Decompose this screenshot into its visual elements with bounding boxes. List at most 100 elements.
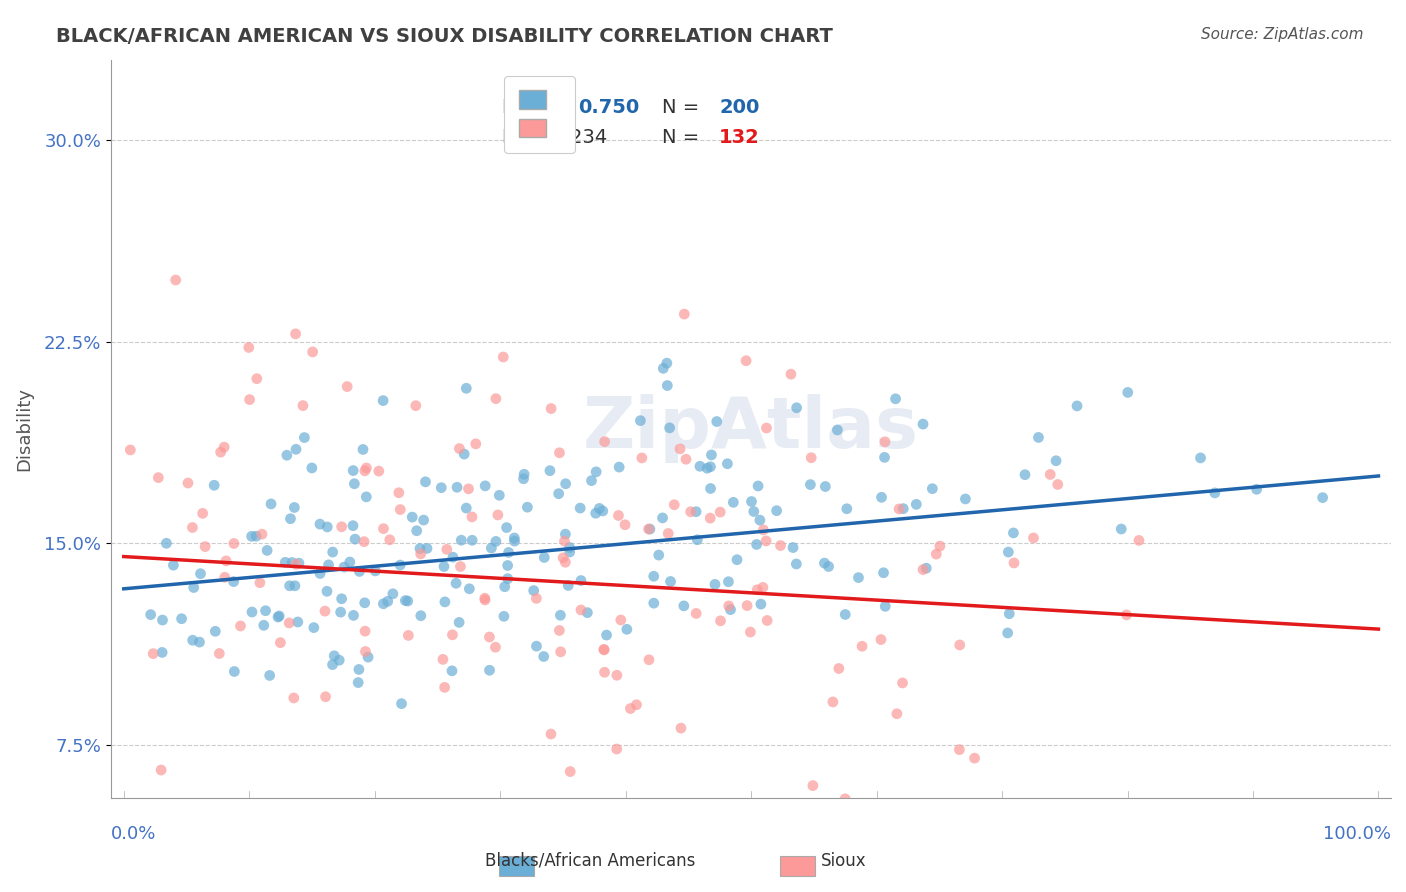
Point [716,457,738,471]
Point [699,482,721,496]
Point [246,372,269,386]
Point [998,607,1021,621]
Point [245,529,267,543]
Point [269,635,291,649]
Point [280,512,302,526]
Point [229,619,252,633]
Point [150,763,173,777]
Point [352,442,374,457]
Point [752,523,775,537]
Point [875,599,897,614]
Point [494,580,516,594]
Point [456,381,478,395]
Point [576,606,599,620]
Point [581,474,603,488]
Point [344,532,367,546]
Point [834,792,856,806]
Point [595,628,617,642]
Point [405,524,427,538]
Point [664,498,686,512]
Point [851,640,873,654]
Point [607,460,630,475]
Point [329,605,352,619]
Point [322,545,344,559]
Point [813,556,835,570]
Point [828,661,851,675]
Point [821,695,844,709]
Point [342,518,364,533]
Point [848,571,870,585]
Point [873,450,896,465]
Point [249,575,271,590]
Text: 132: 132 [718,128,759,146]
Point [224,665,246,679]
Point [747,582,769,597]
Point [449,442,471,456]
Point [905,497,928,511]
Point [183,581,205,595]
Point [281,556,304,570]
Point [752,581,775,595]
Point [626,698,648,712]
Point [322,657,344,672]
Point [401,510,423,524]
Point [342,464,364,478]
Point [1116,385,1139,400]
Point [800,450,823,465]
Point [551,550,574,565]
Text: ZipAtlas: ZipAtlas [583,394,920,464]
Point [655,356,678,370]
Point [700,448,723,462]
Point [449,615,471,630]
Point [547,486,569,500]
Point [891,676,914,690]
Point [396,628,419,642]
Point [679,505,702,519]
Point [557,578,579,592]
Point [717,599,740,613]
Point [318,558,340,572]
Point [353,596,375,610]
Point [485,392,508,406]
Point [412,513,434,527]
Point [328,653,350,667]
Point [619,701,641,715]
Point [614,517,637,532]
Point [558,545,581,559]
Point [474,479,496,493]
Point [799,477,821,491]
Point [371,393,394,408]
Point [165,273,187,287]
Point [949,638,972,652]
Point [786,401,808,415]
Point [498,545,520,559]
Point [745,537,768,551]
Point [222,536,245,550]
Point [357,650,380,665]
Point [669,442,692,456]
Point [631,450,654,465]
Point [782,541,804,555]
Point [963,751,986,765]
Point [155,536,177,550]
Point [314,604,336,618]
Point [659,574,682,589]
Point [276,448,298,462]
Point [181,520,204,534]
Point [301,345,323,359]
Point [405,399,427,413]
Point [396,594,419,608]
Point [884,392,907,406]
Point [253,618,276,632]
Point [503,534,526,549]
Point [616,623,638,637]
Point [686,533,709,547]
Point [152,613,174,627]
Point [478,663,501,677]
Point [209,445,232,459]
Point [354,624,377,639]
Point [1014,467,1036,482]
Point [593,434,616,449]
Point [889,502,911,516]
Point [433,559,456,574]
